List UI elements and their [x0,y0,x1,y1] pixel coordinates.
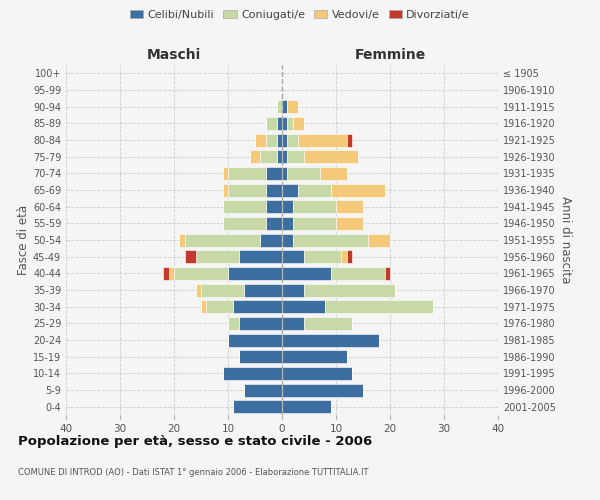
Bar [282,150,287,163]
Text: Femmine: Femmine [355,48,425,62]
Bar [320,167,347,180]
Bar [277,150,282,163]
Bar [282,167,287,180]
Bar [282,267,331,280]
Bar [196,250,239,263]
Bar [244,384,282,396]
Bar [385,267,390,280]
Bar [174,267,228,280]
Text: COMUNE DI INTROD (AO) - Dati ISTAT 1° gennaio 2006 - Elaborazione TUTTITALIA.IT: COMUNE DI INTROD (AO) - Dati ISTAT 1° ge… [18,468,368,477]
Bar [282,250,304,263]
Bar [282,400,331,413]
Bar [239,350,282,363]
Bar [331,184,385,196]
Bar [223,184,228,196]
Bar [341,250,347,263]
Bar [260,234,282,246]
Bar [223,217,266,230]
Bar [244,284,282,296]
Bar [223,367,282,380]
Bar [298,134,347,146]
Bar [282,367,352,380]
Bar [228,317,239,330]
Bar [325,300,433,313]
Bar [347,250,352,263]
Bar [169,267,174,280]
Bar [266,217,282,230]
Bar [287,167,320,180]
Y-axis label: Anni di nascita: Anni di nascita [559,196,572,284]
Bar [293,234,368,246]
Bar [255,134,266,146]
Bar [228,267,282,280]
Bar [304,284,395,296]
Bar [223,200,266,213]
Bar [282,384,363,396]
Bar [239,250,282,263]
Bar [277,117,282,130]
Bar [304,150,358,163]
Bar [287,100,298,113]
Bar [233,400,282,413]
Bar [282,217,293,230]
Bar [293,117,304,130]
Bar [201,300,206,313]
Bar [282,350,347,363]
Bar [163,267,169,280]
Bar [196,284,201,296]
Bar [277,100,282,113]
Bar [368,234,390,246]
Bar [287,150,304,163]
Bar [266,134,277,146]
Bar [298,184,331,196]
Bar [293,200,336,213]
Bar [282,100,287,113]
Bar [293,217,336,230]
Bar [304,317,352,330]
Bar [250,150,260,163]
Bar [185,250,196,263]
Bar [206,300,233,313]
Bar [287,134,298,146]
Bar [266,167,282,180]
Bar [282,200,293,213]
Bar [201,284,244,296]
Text: Maschi: Maschi [147,48,201,62]
Legend: Celibi/Nubili, Coniugati/e, Vedovi/e, Divorziati/e: Celibi/Nubili, Coniugati/e, Vedovi/e, Di… [125,6,475,25]
Bar [282,317,304,330]
Text: Popolazione per età, sesso e stato civile - 2006: Popolazione per età, sesso e stato civil… [18,435,372,448]
Bar [179,234,185,246]
Bar [282,300,325,313]
Bar [239,317,282,330]
Bar [287,117,293,130]
Bar [282,134,287,146]
Bar [336,217,363,230]
Bar [282,184,298,196]
Bar [331,267,385,280]
Bar [233,300,282,313]
Bar [282,284,304,296]
Bar [336,200,363,213]
Bar [277,134,282,146]
Bar [266,117,277,130]
Bar [304,250,341,263]
Bar [228,184,266,196]
Bar [282,234,293,246]
Bar [266,200,282,213]
Bar [282,334,379,346]
Bar [223,167,228,180]
Bar [347,134,352,146]
Bar [228,334,282,346]
Bar [266,184,282,196]
Bar [282,117,287,130]
Y-axis label: Fasce di età: Fasce di età [17,205,30,275]
Bar [228,167,266,180]
Bar [260,150,277,163]
Bar [185,234,260,246]
